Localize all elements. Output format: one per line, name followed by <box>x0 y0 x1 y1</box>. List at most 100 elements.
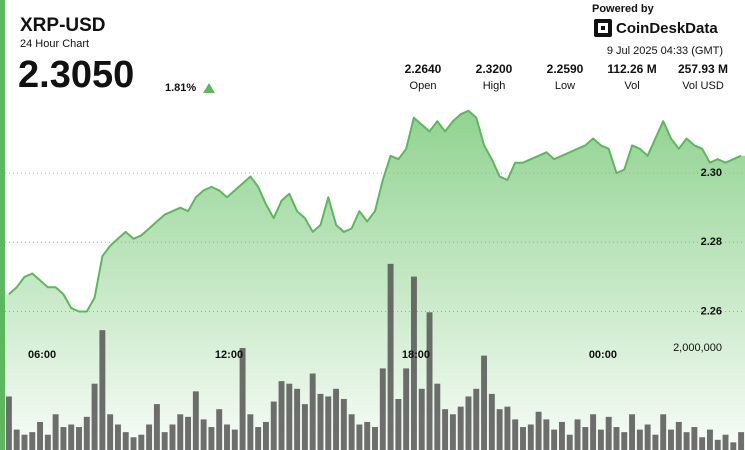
stat-label: Vol USD <box>682 80 724 92</box>
volume-bar <box>68 424 75 450</box>
x-tick-label: 00:00 <box>589 349 617 361</box>
timestamp: 9 Jul 2025 04:33 (GMT) <box>607 45 723 57</box>
volume-bar <box>652 434 659 450</box>
stat-value: 2.3200 <box>476 62 513 76</box>
volume-bar <box>216 409 223 450</box>
volume-bar <box>208 427 215 450</box>
stat-value: 112.26 M <box>607 62 656 76</box>
volume-bar <box>683 432 690 450</box>
price: 2.3050 <box>18 54 134 96</box>
volume-bar <box>535 411 542 450</box>
volume-bar <box>629 414 636 450</box>
volume-bar <box>278 381 285 450</box>
stat-label: Open <box>410 80 437 92</box>
volume-bar <box>5 396 12 450</box>
stat-value: 257.93 M <box>678 62 728 76</box>
volume-bar <box>403 368 410 450</box>
volume-bar <box>722 434 729 450</box>
volume-bar <box>286 383 293 450</box>
volume-bar <box>675 421 682 450</box>
volume-bar <box>99 330 106 450</box>
volume-bar <box>91 383 98 450</box>
volume-bar <box>231 429 238 450</box>
volume-bar <box>527 424 534 450</box>
volume-bar <box>192 391 199 450</box>
stat-label: Vol <box>624 80 639 92</box>
volume-bar <box>177 414 184 450</box>
volume-bar <box>130 437 137 450</box>
volume-bar <box>551 429 558 450</box>
y-tick-label: 2.28 <box>701 236 722 248</box>
volume-bar <box>52 414 59 450</box>
brand: CoinDeskData <box>616 20 718 37</box>
volume-bar <box>714 439 721 450</box>
volume-bar <box>333 388 340 450</box>
y-tick-label: 2.26 <box>701 305 722 317</box>
volume-bar <box>543 419 550 450</box>
volume-bar <box>621 432 628 450</box>
stat-label: High <box>483 80 506 92</box>
volume-bar <box>21 434 28 450</box>
volume-bar <box>76 427 82 450</box>
volume-bar <box>309 373 316 450</box>
volume-bar <box>442 409 449 450</box>
volume-bar <box>114 424 121 450</box>
volume-bar <box>185 416 192 450</box>
volume-bar <box>387 263 394 450</box>
y2-tick-label: 2,000,000 <box>673 342 722 354</box>
volume-bar <box>668 429 674 450</box>
volume-bar <box>613 427 620 450</box>
volume-bar <box>122 432 129 450</box>
volume-bar <box>660 414 667 450</box>
volume-bar <box>574 419 581 450</box>
volume-bar <box>146 424 153 450</box>
volume-bar <box>239 348 246 450</box>
logo <box>594 19 612 37</box>
volume-bar <box>504 406 511 450</box>
volume-bar <box>699 437 706 450</box>
plot <box>5 109 745 450</box>
volume-bar <box>488 393 495 450</box>
stat-label: Low <box>555 80 575 92</box>
volume-bar <box>37 421 44 450</box>
volume-bar <box>83 416 90 450</box>
volume-bar <box>395 399 402 450</box>
change: 1.81% <box>165 82 196 94</box>
volume-bar <box>410 276 417 450</box>
volume-bar <box>706 429 713 450</box>
price-line <box>8 109 742 313</box>
volume-bar <box>153 404 160 450</box>
volume-bar <box>597 429 604 450</box>
volume-bar <box>449 414 456 450</box>
volume-bar <box>224 424 230 450</box>
volume-bar <box>317 393 324 450</box>
volume-bar <box>558 421 565 450</box>
volume-bar <box>566 434 573 450</box>
x-tick-label: 18:00 <box>402 349 430 361</box>
stat-value: 2.2590 <box>547 62 584 76</box>
y-tick-label: 2.30 <box>701 167 722 179</box>
volume-bar <box>465 396 472 450</box>
volume-bar <box>255 427 262 450</box>
volume-bar <box>582 427 589 450</box>
volume-bar <box>512 419 519 450</box>
volume-bar <box>473 388 480 450</box>
volume-bar <box>270 401 277 450</box>
volume-bar <box>29 432 36 450</box>
volume-bar <box>161 432 168 450</box>
price-area <box>5 110 745 450</box>
volume-bar <box>426 312 433 450</box>
left-accent <box>0 0 5 450</box>
volume-bar <box>644 424 651 450</box>
volume-bar <box>496 409 503 450</box>
volume-bar <box>481 355 488 450</box>
x-tick-label: 12:00 <box>215 349 243 361</box>
volume-bar <box>605 416 612 450</box>
volume-bar <box>107 414 114 450</box>
volume-bar <box>356 424 363 450</box>
volume-bar <box>379 368 386 450</box>
volume-bar <box>44 434 51 450</box>
symbol: XRP-USD <box>20 15 106 36</box>
volume-bar <box>691 427 698 450</box>
